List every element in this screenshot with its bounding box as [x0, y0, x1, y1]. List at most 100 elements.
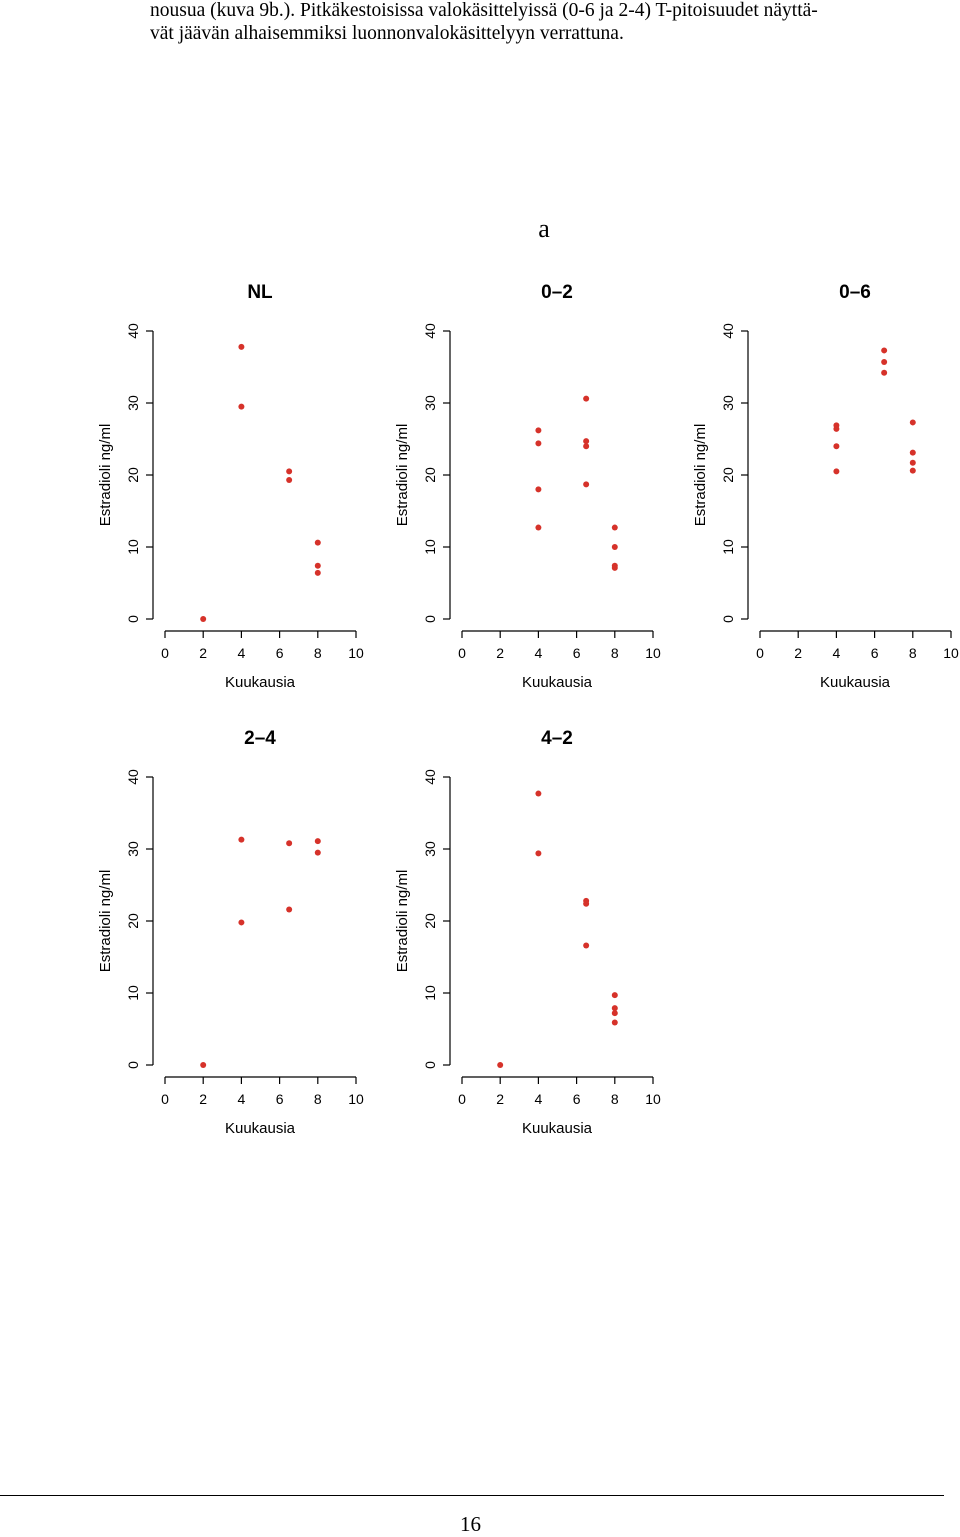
- x-tick-label: 2: [199, 645, 207, 661]
- page-number: 16: [460, 1512, 481, 1536]
- y-axis-label: Estradioli ng/ml: [692, 424, 709, 527]
- y-tick-label: 0: [125, 1061, 141, 1069]
- chart-title: 2–4: [244, 728, 276, 749]
- data-point: [881, 369, 888, 376]
- x-tick-label: 6: [871, 645, 879, 661]
- x-tick-label: 0: [161, 1091, 169, 1107]
- data-point: [611, 564, 618, 571]
- data-point: [535, 427, 542, 434]
- data-point: [314, 569, 321, 576]
- data-point: [583, 438, 590, 445]
- chart-title: 4–2: [541, 728, 573, 749]
- data-point: [881, 347, 888, 354]
- y-tick-label: 0: [422, 1061, 438, 1069]
- data-point: [611, 1005, 618, 1012]
- chart-title: 0–2: [541, 282, 573, 303]
- data-point: [583, 443, 590, 450]
- data-point: [238, 919, 245, 926]
- data-point: [611, 1019, 618, 1026]
- y-tick-label: 10: [422, 539, 438, 555]
- x-tick-label: 6: [573, 1091, 581, 1107]
- y-tick-label: 10: [422, 985, 438, 1001]
- x-tick-label: 0: [458, 645, 466, 661]
- y-tick-label: 10: [720, 539, 736, 555]
- y-tick-label: 40: [422, 769, 438, 785]
- data-point: [535, 440, 542, 447]
- data-point: [583, 395, 590, 402]
- x-tick-label: 8: [314, 645, 322, 661]
- data-point: [314, 849, 321, 856]
- data-point: [286, 468, 293, 475]
- y-tick-label: 10: [125, 985, 141, 1001]
- y-tick-label: 20: [422, 467, 438, 483]
- x-tick-label: 4: [535, 1091, 543, 1107]
- y-tick-label: 20: [125, 467, 141, 483]
- data-point: [909, 467, 916, 474]
- chart-panel-4: 2–4 0 2 4 6 8 10 Kuukausia 0 10 20 30 40 Estradioli n…: [97, 728, 364, 1137]
- x-tick-label: 4: [535, 645, 543, 661]
- data-point: [909, 449, 916, 456]
- data-point: [535, 486, 542, 493]
- x-tick-label: 10: [645, 1091, 661, 1107]
- data-point: [909, 419, 916, 426]
- x-tick-label: 0: [756, 645, 764, 661]
- chart-panel-1: NL 0 2 4 6 8 10 Kuukausia 0 10 20 30 40 Estradioli ng…: [97, 282, 364, 691]
- data-point: [200, 616, 207, 622]
- data-point: [611, 544, 618, 550]
- data-point: [535, 790, 542, 797]
- body-text-line-1: nousua (kuva 9b.). Pitkäkestoisissa valo…: [150, 0, 818, 21]
- x-axis-label: Kuukausia: [820, 674, 891, 691]
- x-tick-label: 8: [314, 1091, 322, 1107]
- x-tick-label: 8: [611, 1091, 619, 1107]
- data-point: [314, 562, 321, 569]
- chart-title: NL: [247, 282, 273, 303]
- chart-title: 0–6: [839, 282, 871, 303]
- y-tick-label: 40: [125, 323, 141, 339]
- x-tick-label: 10: [943, 645, 959, 661]
- x-tick-label: 6: [276, 645, 284, 661]
- y-tick-label: 30: [125, 395, 141, 411]
- data-point: [286, 906, 293, 913]
- data-point: [535, 850, 542, 857]
- data-point: [611, 524, 618, 531]
- data-point: [833, 443, 840, 450]
- data-point: [314, 539, 321, 546]
- data-point: [611, 1010, 618, 1017]
- y-tick-label: 40: [720, 323, 736, 339]
- data-point: [535, 524, 542, 531]
- x-tick-label: 10: [645, 645, 661, 661]
- body-text: nousua (kuva 9b.). Pitkäkestoisissa valo…: [150, 0, 950, 45]
- figure-label: a: [538, 214, 550, 243]
- data-point: [200, 1062, 207, 1068]
- x-axis-label: Kuukausia: [522, 1120, 593, 1137]
- chart-panel-5: 4–2 0 2 4 6 8 10 Kuukausia 0 10 20 30 40 Estradioli n…: [394, 728, 661, 1137]
- body-text-line-2: vät jäävän alhaisemmiksi luonnonvalokäsi…: [150, 22, 624, 44]
- x-tick-label: 0: [161, 645, 169, 661]
- x-axis-label: Kuukausia: [522, 674, 593, 691]
- y-tick-label: 20: [125, 913, 141, 929]
- y-tick-label: 20: [720, 467, 736, 483]
- data-point: [881, 358, 888, 365]
- x-tick-label: 2: [794, 645, 802, 661]
- x-tick-label: 6: [276, 1091, 284, 1107]
- data-point: [286, 477, 293, 484]
- y-axis-label: Estradioli ng/ml: [97, 424, 114, 527]
- y-tick-label: 0: [422, 615, 438, 623]
- data-point: [238, 403, 245, 410]
- x-axis-label: Kuukausia: [225, 1120, 296, 1137]
- x-tick-label: 8: [909, 645, 917, 661]
- data-point: [909, 459, 916, 466]
- y-tick-label: 0: [125, 615, 141, 623]
- data-point: [583, 900, 590, 907]
- data-point: [238, 836, 245, 843]
- data-point: [286, 840, 293, 847]
- y-tick-label: 40: [422, 323, 438, 339]
- y-tick-label: 30: [125, 841, 141, 857]
- data-point: [497, 1062, 504, 1068]
- y-tick-label: 0: [720, 615, 736, 623]
- x-tick-label: 6: [573, 645, 581, 661]
- y-tick-label: 20: [422, 913, 438, 929]
- chart-panel-3: 0–6 0 2 4 6 8 10 Kuukausia 0 10 20 30 40 Estradioli n…: [692, 282, 959, 691]
- data-point: [238, 343, 245, 350]
- x-tick-label: 10: [348, 645, 364, 661]
